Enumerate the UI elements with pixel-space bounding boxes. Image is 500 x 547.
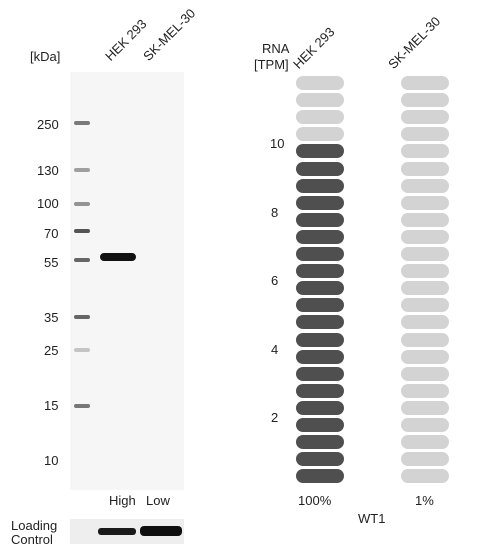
ladder-band — [74, 202, 90, 206]
rna-bar-segment — [401, 144, 449, 159]
rna-bar-segment — [401, 161, 449, 176]
rna-bar-segment — [296, 212, 344, 227]
rna-bar-segment — [296, 400, 344, 415]
rna-bar-segment — [296, 144, 344, 159]
rna-bar-segment — [401, 281, 449, 296]
tpm-tick-4: 4 — [271, 342, 279, 357]
rna-bar-segment — [296, 161, 344, 176]
rna-bar-segment — [296, 452, 344, 467]
rna-bar-segment — [296, 281, 344, 296]
rna-bar-segment — [401, 178, 449, 193]
rna-bar-segment — [401, 418, 449, 432]
rna-bar-segment — [296, 76, 344, 90]
ladder-band — [74, 404, 90, 408]
rna-bar-segment — [296, 110, 344, 125]
kda-unit-label: [kDa] — [30, 49, 61, 64]
rna-bar-segment — [296, 178, 344, 193]
tpm-tick-10: 10 — [270, 136, 285, 151]
rna-label: RNA — [262, 41, 290, 56]
rna-bar-segment — [401, 435, 449, 450]
rna-bar-segment — [401, 76, 449, 90]
ladder-band — [74, 348, 90, 352]
tpm-unit-label: [TPM] — [254, 57, 289, 72]
tpm-tick-8: 8 — [271, 205, 279, 220]
tpm-tick-6: 6 — [271, 273, 279, 288]
tpm-tick-2: 2 — [271, 410, 279, 425]
loading-band-hek293 — [98, 528, 136, 535]
rna-bar-segment — [401, 366, 449, 381]
ladder-band — [74, 121, 90, 125]
rna-bar-segment — [296, 435, 344, 450]
rna-bar-segment — [296, 229, 344, 244]
rna-bar-segment — [401, 298, 449, 313]
rna-bar-segment — [401, 383, 449, 398]
rna-bar-segment — [401, 332, 449, 347]
loading-control-label-line2: Control — [11, 532, 53, 547]
marker-130: 130 — [37, 163, 59, 178]
rna-bar-segment — [296, 298, 344, 313]
rna-bar-segment — [401, 469, 449, 484]
rna-bar-segment — [401, 93, 449, 108]
rna-bar-segment — [401, 212, 449, 227]
rna-bar-segment — [296, 418, 344, 432]
rna-bar-segment — [401, 349, 449, 364]
marker-100: 100 — [37, 196, 59, 211]
rna-bar-segment — [296, 469, 344, 484]
marker-25: 25 — [44, 343, 59, 358]
marker-10: 10 — [44, 453, 59, 468]
marker-70: 70 — [44, 226, 59, 241]
lane-label-hek293: HEK 293 — [102, 16, 150, 64]
western-blot-image — [70, 72, 184, 490]
rna-bar-segment — [401, 110, 449, 125]
lane-label-skmel30: SK-MEL-30 — [140, 5, 199, 64]
loading-control-image — [70, 519, 184, 544]
rna-bar-segment — [296, 195, 344, 210]
percent-skmel30: 1% — [415, 493, 434, 508]
rna-bar-segment — [296, 264, 344, 279]
rna-bar-segment — [296, 383, 344, 398]
rna-bar-segment — [296, 247, 344, 261]
marker-250: 250 — [37, 117, 59, 132]
ladder-band — [74, 168, 90, 172]
rna-bar-segment — [401, 195, 449, 210]
loading-control-label-line1: Loading — [11, 518, 58, 533]
rna-bar-segment — [401, 229, 449, 244]
rna-bar-segment — [401, 452, 449, 467]
sample-band-hek293 — [100, 253, 136, 261]
rna-bar-segment — [296, 349, 344, 364]
rna-bar-segment — [401, 315, 449, 330]
percent-hek293: 100% — [298, 493, 332, 508]
gene-name: WT1 — [358, 511, 386, 526]
marker-15: 15 — [44, 398, 59, 413]
ladder-band — [74, 229, 90, 233]
marker-35: 35 — [44, 310, 59, 325]
rna-bar-segment — [401, 127, 449, 142]
rna-bar-segment — [401, 400, 449, 415]
rna-bar-segment — [296, 332, 344, 347]
rna-bar-segment — [296, 127, 344, 142]
rna-bar-segment — [296, 315, 344, 330]
rna-bar-segment — [401, 247, 449, 261]
expression-low-label: Low — [146, 493, 170, 508]
expression-high-label: High — [109, 493, 136, 508]
ladder-band — [74, 315, 90, 319]
ladder-band — [74, 258, 90, 262]
rna-column-label-hek293: HEK 293 — [290, 24, 338, 72]
rna-column-label-skmel30: SK-MEL-30 — [385, 13, 444, 72]
rna-bar-segment — [296, 93, 344, 108]
rna-bar-segment — [296, 366, 344, 381]
marker-55: 55 — [44, 255, 59, 270]
loading-band-skmel30 — [140, 526, 182, 536]
rna-bar-segment — [401, 264, 449, 279]
